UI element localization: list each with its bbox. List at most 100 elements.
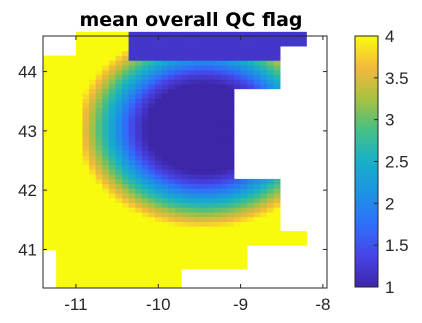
heatmap-cell [95, 55, 103, 61]
heatmap-cell [220, 188, 228, 194]
heatmap-cell [128, 79, 136, 85]
heatmap-cell [174, 155, 182, 161]
heatmap-cell [115, 159, 123, 166]
heatmap-cell [227, 188, 235, 194]
heatmap-cell [168, 65, 176, 71]
heatmap-cell [128, 183, 136, 189]
heatmap-cell [168, 50, 176, 56]
heatmap-cell [207, 74, 215, 80]
heatmap-cell [56, 126, 64, 132]
heatmap-cell [148, 269, 156, 275]
heatmap-cell [154, 240, 162, 246]
heatmap-cell [260, 41, 268, 47]
heatmap-cell [56, 131, 64, 137]
heatmap-cell [56, 79, 64, 85]
heatmap-cell [253, 207, 261, 213]
heatmap-cell [266, 231, 274, 237]
heatmap-cell [49, 145, 57, 151]
heatmap-cell [154, 74, 162, 80]
heatmap-cell [135, 202, 143, 208]
heatmap-cell [49, 193, 57, 199]
heatmap-cell [89, 136, 97, 142]
heatmap-cell [273, 188, 281, 194]
heatmap-cell [201, 31, 209, 37]
heatmap-cell [214, 240, 222, 246]
heatmap-cell [273, 55, 281, 61]
heatmap-cell [154, 221, 162, 227]
heatmap-cell [43, 65, 50, 71]
heatmap-cell [273, 221, 281, 227]
heatmap-cell [148, 197, 156, 204]
heatmap-cell [273, 235, 281, 241]
heatmap-cell [69, 88, 77, 94]
heatmap-cell [122, 74, 130, 80]
heatmap-cell [201, 131, 209, 137]
heatmap-cell [227, 174, 235, 180]
heatmap-cell [75, 103, 83, 109]
heatmap-cell [220, 240, 228, 246]
heatmap-cell [95, 183, 103, 189]
heatmap-cell [82, 240, 90, 246]
heatmap-cell [154, 145, 162, 151]
heatmap-cell [181, 183, 189, 189]
heatmap-cell [214, 193, 222, 199]
heatmap-cell [89, 140, 97, 147]
heatmap-cell [43, 60, 50, 66]
heatmap-cell [214, 103, 222, 109]
heatmap-cell [128, 235, 136, 241]
heatmap-cell [220, 65, 228, 71]
heatmap-cell [207, 117, 215, 123]
heatmap-cell [62, 174, 70, 180]
heatmap-cell [128, 202, 136, 208]
heatmap-cell [148, 140, 156, 147]
heatmap-cell [69, 55, 77, 61]
heatmap-cell [141, 150, 149, 156]
heatmap-cell [174, 31, 182, 37]
heatmap-cell [260, 50, 268, 56]
heatmap-cell [247, 74, 255, 80]
heatmap-cell [266, 60, 274, 66]
heatmap-cell [247, 193, 255, 199]
heatmap-cell [89, 207, 97, 213]
heatmap-cell [102, 112, 110, 118]
heatmap-cell [89, 254, 97, 260]
heatmap-cell [194, 50, 202, 56]
heatmap-cell [82, 174, 90, 180]
heatmap-cell [128, 164, 136, 170]
heatmap-cell [181, 159, 189, 166]
heatmap-cell [227, 50, 235, 56]
heatmap-cell [227, 131, 235, 137]
heatmap-cell [174, 136, 182, 142]
heatmap-cell [174, 212, 182, 218]
heatmap-cell [174, 150, 182, 156]
heatmap-cell [56, 193, 64, 199]
heatmap-cell [62, 60, 70, 66]
heatmap-cell [187, 259, 195, 265]
heatmap-cell [168, 207, 176, 213]
heatmap-cell [227, 36, 235, 42]
heatmap-cell [194, 193, 202, 199]
heatmap-cell [95, 65, 103, 71]
heatmap-cell [95, 250, 103, 256]
heatmap-cell [49, 79, 57, 85]
heatmap-cell [247, 36, 255, 42]
heatmap-cell [253, 84, 261, 90]
heatmap-cell [181, 55, 189, 61]
heatmap-cell [201, 188, 209, 194]
heatmap-cell [154, 169, 162, 175]
heatmap-cell [43, 112, 50, 118]
heatmap-cell [194, 88, 202, 94]
heatmap-cell [154, 174, 162, 180]
heatmap-cell [240, 226, 248, 232]
heatmap-cell [75, 254, 83, 260]
heatmap-cell [115, 259, 123, 265]
heatmap-cell [128, 188, 136, 194]
heatmap-cell [62, 126, 70, 132]
heatmap-cell [69, 207, 77, 213]
heatmap-cell [227, 107, 235, 113]
heatmap-cell [161, 79, 169, 85]
heatmap-cell [154, 207, 162, 213]
heatmap-cell [102, 264, 110, 270]
heatmap-cell [82, 164, 90, 170]
heatmap-cell [56, 221, 64, 227]
